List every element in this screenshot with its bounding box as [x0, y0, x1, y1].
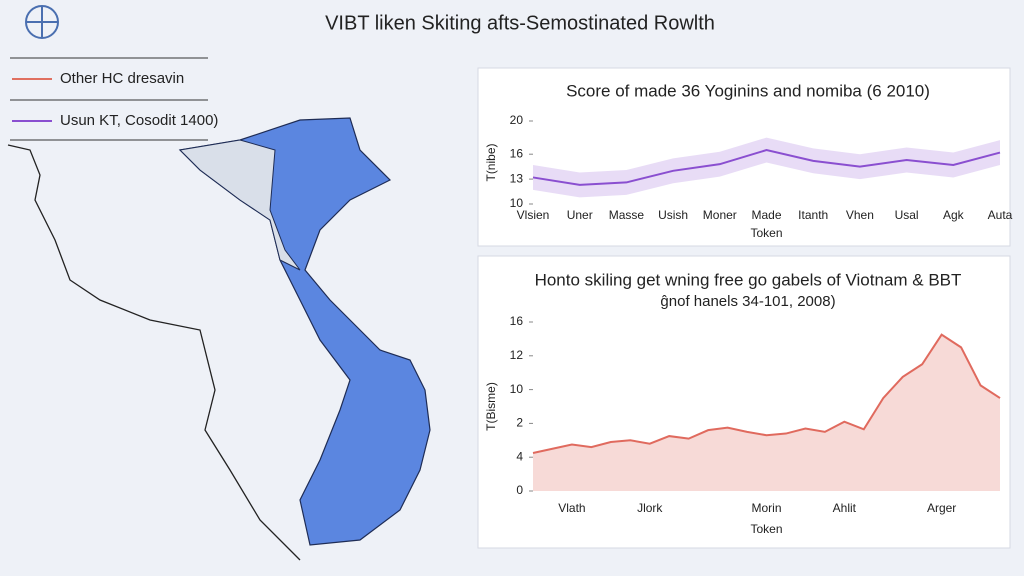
chart-subtitle: ĝnof hanels 34-101, 2008)	[660, 293, 835, 310]
legend-label: Usun KT, Cosodit 1400)	[60, 112, 218, 129]
y-tick-label: 20	[510, 113, 524, 127]
x-tick-label: Auta	[988, 208, 1013, 222]
x-tick-label: Agk	[943, 208, 965, 222]
x-tick-label: Uner	[567, 208, 593, 222]
x-tick-label: Morin	[751, 501, 781, 515]
x-tick-label: Vlath	[558, 501, 585, 515]
y-tick-label: 12	[510, 348, 524, 362]
x-tick-label: Jlork	[637, 501, 663, 515]
line	[532, 149, 1001, 186]
chart-title: Honto skiling get wning free go gabels o…	[535, 270, 962, 289]
x-tick-label: Ahlit	[833, 501, 857, 515]
panel	[477, 255, 1011, 549]
x-tick-label: Vhen	[846, 208, 874, 222]
page-title: VIBT liken Skiting afts-Semostinated Row…	[325, 12, 715, 34]
y-tick-label: 10	[510, 382, 524, 396]
x-axis-label: Token	[750, 522, 782, 536]
logo	[25, 5, 59, 39]
y-axis-label: T(Bisme)	[484, 382, 498, 431]
y-tick-label: 2	[516, 416, 523, 430]
chart-title: Score of made 36 Yoginins and nomiba (6 …	[566, 81, 930, 100]
x-tick-label: Made	[751, 208, 781, 222]
x-axis-label: Token	[750, 226, 782, 240]
x-tick-label: Arger	[927, 501, 956, 515]
map	[178, 117, 431, 546]
coastline	[7, 144, 301, 561]
y-tick-label: 10	[510, 196, 524, 210]
x-tick-label: Vlsien	[517, 208, 550, 222]
area	[533, 334, 1000, 491]
x-tick-label: Masse	[609, 208, 645, 222]
y-tick-label: 0	[516, 483, 523, 497]
x-tick-label: Moner	[703, 208, 737, 222]
x-tick-label: Itanth	[798, 208, 828, 222]
band	[533, 137, 1000, 198]
y-tick-label: 4	[516, 449, 523, 463]
y-tick-label: 16	[510, 146, 524, 160]
x-tick-label: Usish	[658, 208, 688, 222]
legend-label: Other HC dresavin	[60, 70, 184, 87]
y-tick-label: 13	[510, 171, 524, 185]
line	[532, 333, 1001, 454]
y-tick-label: 16	[510, 314, 524, 328]
map-region	[178, 139, 301, 271]
y-axis-label: T(nibe)	[484, 143, 498, 181]
x-tick-label: Usal	[895, 208, 919, 222]
